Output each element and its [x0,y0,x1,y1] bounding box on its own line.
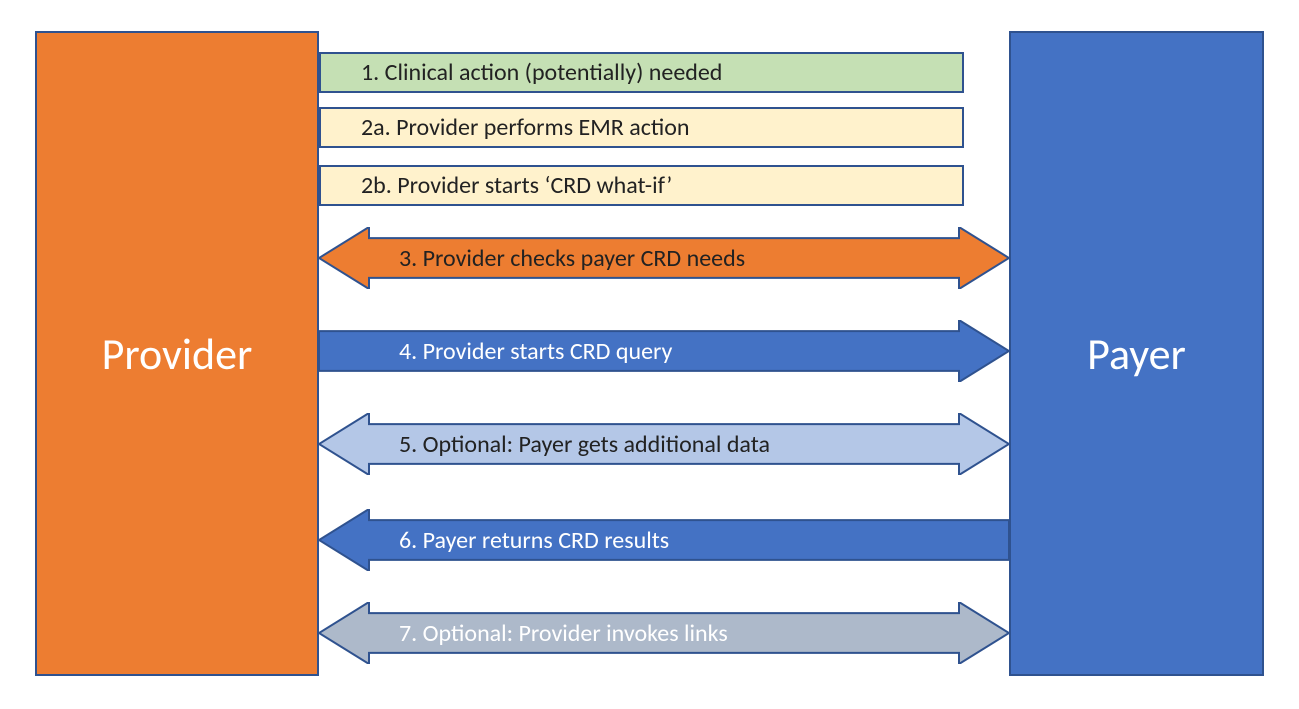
step-bar-2b-label: 2b. Provider starts ‘CRD what-if’ [321,171,672,200]
arrow-step-7: 7. Optional: Provider invokes links [319,602,1009,664]
arrow-step-6: 6. Payer returns CRD results [319,509,1009,571]
provider-entity-label: Provider [102,327,253,381]
arrow-step-5-label: 5. Optional: Payer gets additional data [399,413,770,475]
arrow-step-4-label: 4. Provider starts CRD query [399,320,672,382]
arrow-step-3-label: 3. Provider checks payer CRD needs [399,227,745,289]
arrow-step-5: 5. Optional: Payer gets additional data [319,413,1009,475]
step-bar-1: 1. Clinical action (potentially) needed [319,52,964,93]
provider-entity-box: Provider [35,31,319,676]
payer-entity-box: Payer [1009,31,1264,676]
step-bar-2a: 2a. Provider performs EMR action [319,107,964,148]
diagram-canvas: Provider Payer 1. Clinical action (poten… [0,0,1299,709]
step-bar-1-label: 1. Clinical action (potentially) needed [321,58,722,87]
arrow-step-4: 4. Provider starts CRD query [319,320,1009,382]
arrow-step-7-label: 7. Optional: Provider invokes links [399,602,728,664]
arrow-step-3: 3. Provider checks payer CRD needs [319,227,1009,289]
step-bar-2b: 2b. Provider starts ‘CRD what-if’ [319,165,964,206]
step-bar-2a-label: 2a. Provider performs EMR action [321,113,690,142]
arrow-step-6-label: 6. Payer returns CRD results [399,509,669,571]
payer-entity-label: Payer [1087,327,1186,381]
